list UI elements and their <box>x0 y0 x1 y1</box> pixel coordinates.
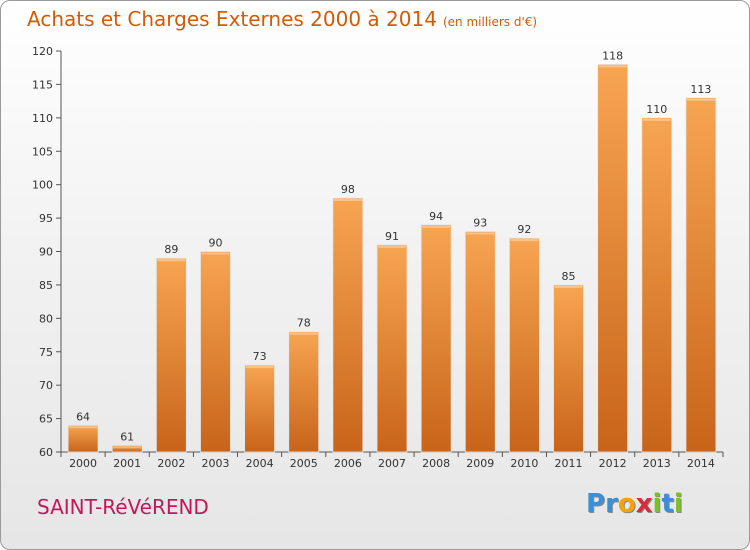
chart-title-text: Achats et Charges Externes 2000 à 2014 <box>27 7 437 31</box>
bar-highlight <box>157 259 186 262</box>
y-tick-label: 65 <box>39 413 53 426</box>
bar <box>332 197 364 453</box>
logo-letter: t <box>661 489 674 519</box>
bar <box>597 63 629 453</box>
x-tick-label: 2009 <box>466 457 494 470</box>
bar-highlight <box>378 245 406 248</box>
x-tick-label: 2003 <box>201 457 229 470</box>
bar-highlight <box>422 225 451 228</box>
x-tick-label: 2005 <box>290 457 318 470</box>
logo-letter: P <box>586 489 606 519</box>
bar-value-label: 90 <box>208 237 222 250</box>
bar-value-label: 110 <box>646 103 667 116</box>
x-tick-label: 2012 <box>599 457 627 470</box>
bar-value-label: 73 <box>253 350 267 363</box>
proxiti-logo: Proxiti <box>586 489 683 519</box>
x-tick-label: 2013 <box>643 457 671 470</box>
bar-value-label: 89 <box>164 243 178 256</box>
bar-highlight <box>510 239 539 242</box>
bar-highlight <box>69 426 98 429</box>
x-tick-label: 2000 <box>69 457 97 470</box>
bar <box>111 444 143 453</box>
logo-letter: o <box>617 489 636 519</box>
y-tick-label: 75 <box>39 346 53 359</box>
chart-title: Achats et Charges Externes 2000 à 2014 (e… <box>27 7 537 31</box>
x-tick-label: 2008 <box>422 457 450 470</box>
bar-value-label: 85 <box>562 270 576 283</box>
bar <box>553 284 584 453</box>
logo-letter: r <box>605 489 618 519</box>
logo-letter: i <box>673 489 683 519</box>
y-tick-label: 70 <box>39 379 53 392</box>
bar-highlight <box>245 366 274 369</box>
y-tick-label: 80 <box>39 312 53 325</box>
bar <box>200 251 231 453</box>
x-tick-label: 2007 <box>378 457 406 470</box>
y-tick-label: 60 <box>39 446 53 459</box>
bar-highlight <box>554 285 583 288</box>
bar <box>420 224 452 453</box>
bar-highlight <box>642 118 671 121</box>
bar <box>641 117 673 453</box>
y-tick-label: 105 <box>32 145 53 158</box>
bar-highlight <box>333 199 362 202</box>
bar-value-label: 64 <box>76 410 90 423</box>
bar-highlight <box>686 98 715 101</box>
bar-highlight <box>201 252 230 255</box>
bar-value-label: 98 <box>341 183 355 196</box>
x-tick-label: 2014 <box>687 457 715 470</box>
bar <box>288 331 320 453</box>
x-tick-label: 2010 <box>510 457 538 470</box>
y-tick-label: 115 <box>32 78 53 91</box>
y-tick-label: 120 <box>32 45 53 58</box>
y-tick-label: 90 <box>39 246 53 259</box>
y-tick-label: 85 <box>39 279 53 292</box>
bar <box>685 97 717 453</box>
bar <box>464 231 496 453</box>
bar <box>508 237 540 453</box>
x-tick-label: 2002 <box>157 457 185 470</box>
y-tick-label: 95 <box>39 212 53 225</box>
bar-value-label: 61 <box>120 430 134 443</box>
y-tick-label: 110 <box>32 112 53 125</box>
bar-value-label: 92 <box>517 223 531 236</box>
bar-highlight <box>466 232 495 235</box>
x-tick-label: 2004 <box>246 457 274 470</box>
chart-unit: (en milliers d'€) <box>442 15 538 29</box>
bar-value-label: 78 <box>297 317 311 330</box>
bar-value-label: 113 <box>690 83 711 96</box>
bar-highlight <box>598 65 627 68</box>
city-name: SAINT-RéVéREND <box>37 495 209 519</box>
bar-value-label: 118 <box>602 49 623 62</box>
bar-highlight <box>113 446 142 449</box>
logo-letter: x <box>635 489 653 519</box>
logo-letter: i <box>652 489 662 519</box>
bar-value-label: 94 <box>429 210 443 223</box>
bar <box>376 244 408 453</box>
x-tick-label: 2001 <box>113 457 141 470</box>
x-tick-label: 2006 <box>334 457 362 470</box>
bar-value-label: 91 <box>385 230 399 243</box>
bar-highlight <box>289 332 318 335</box>
y-tick-label: 100 <box>32 179 53 192</box>
bar <box>244 364 276 453</box>
bar <box>67 424 99 453</box>
x-tick-label: 2011 <box>555 457 583 470</box>
bar <box>155 257 187 453</box>
bar-value-label: 93 <box>473 216 487 229</box>
